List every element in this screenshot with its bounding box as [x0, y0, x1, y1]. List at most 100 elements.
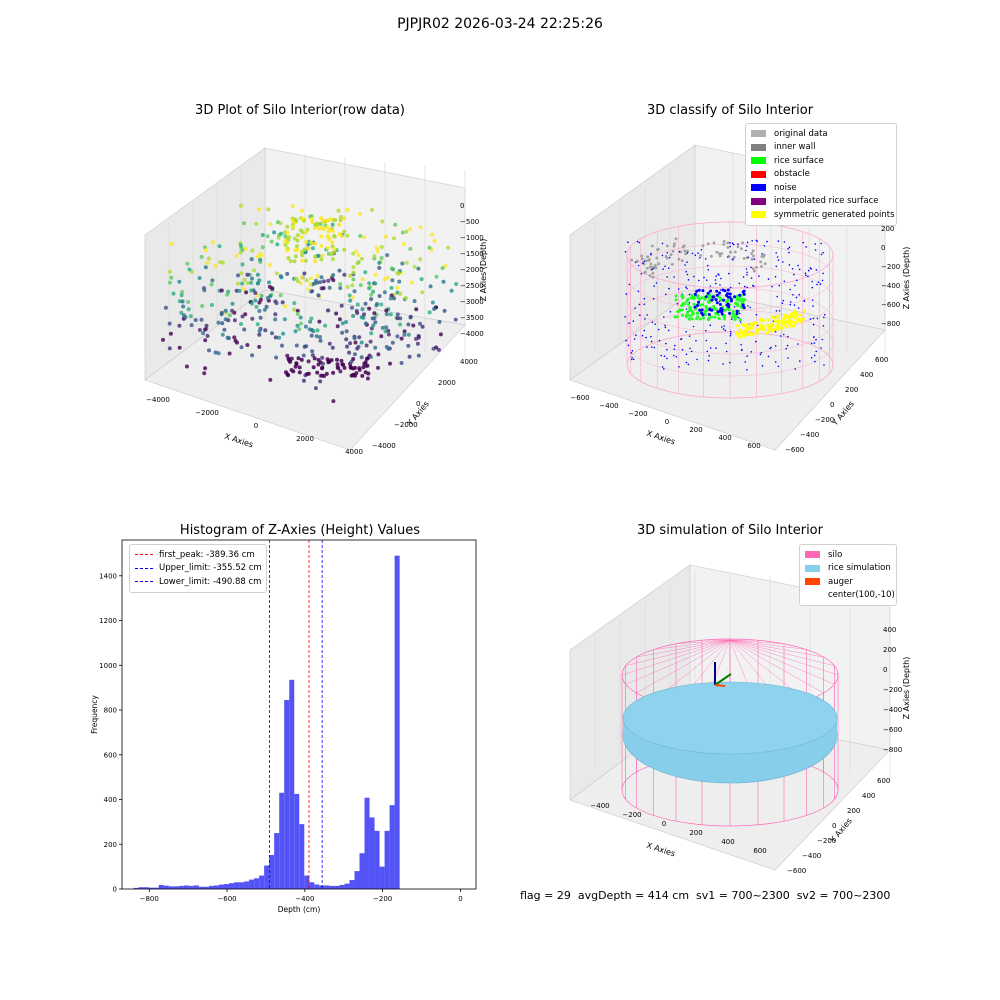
- data-point: [344, 320, 349, 324]
- data-point: [319, 234, 324, 239]
- rice-surface-point: [686, 298, 690, 301]
- rice-surface-point: [723, 317, 726, 321]
- data-point: [321, 279, 326, 284]
- data-point: [359, 340, 364, 345]
- data-point: [253, 291, 258, 295]
- inner-wall-point: [733, 250, 737, 254]
- data-point: [250, 301, 254, 306]
- data-point: [336, 208, 341, 213]
- noise-point: [706, 350, 709, 353]
- histogram-bar: [284, 699, 290, 889]
- data-point: [320, 253, 325, 258]
- symmetric-point: [738, 328, 742, 332]
- inner-wall-point: [669, 253, 673, 257]
- data-point: [236, 273, 240, 278]
- noise-point: [661, 366, 664, 368]
- inner-wall-point: [651, 244, 654, 248]
- data-point: [395, 285, 400, 290]
- rice-surface-point: [701, 303, 705, 307]
- data-point: [274, 301, 279, 306]
- inner-wall-point: [680, 259, 684, 263]
- status-footer: flag = 29 avgDepth = 414 cm sv1 = 700~23…: [520, 889, 891, 902]
- data-point: [338, 214, 343, 219]
- symmetric-point: [751, 332, 755, 336]
- data-point: [370, 316, 375, 321]
- data-point: [335, 357, 339, 362]
- rice-surface-point: [710, 315, 713, 319]
- noise-point: [722, 298, 726, 302]
- noise-point: [684, 264, 686, 266]
- data-point: [389, 266, 394, 271]
- noise-point: [700, 249, 703, 251]
- noise-point: [812, 305, 814, 307]
- noise-point: [823, 364, 825, 366]
- noise-point: [624, 251, 627, 253]
- rice-surface-point: [704, 313, 708, 316]
- noise-point: [715, 289, 719, 293]
- data-point: [272, 230, 277, 235]
- data-point: [244, 290, 249, 295]
- rice-surface-point: [681, 302, 685, 306]
- noise-point: [677, 288, 680, 290]
- inner-wall-point: [672, 244, 676, 248]
- data-point: [369, 331, 374, 336]
- legend-item: inner wall: [751, 141, 891, 155]
- data-point: [171, 291, 176, 296]
- noise-point: [624, 316, 626, 318]
- data-point: [437, 319, 442, 324]
- data-point: [270, 331, 274, 336]
- data-point: [368, 339, 373, 344]
- data-point: [257, 332, 262, 337]
- data-point: [331, 273, 336, 277]
- noise-point: [654, 323, 656, 325]
- data-point: [255, 272, 260, 277]
- y-tick-label: −2000: [394, 421, 418, 429]
- data-point: [358, 283, 363, 288]
- noise-point: [698, 308, 702, 312]
- data-point: [281, 331, 286, 336]
- data-point: [400, 261, 405, 266]
- noise-point: [663, 316, 665, 318]
- data-point: [183, 315, 188, 320]
- noise-point: [761, 365, 764, 367]
- data-point: [290, 225, 295, 229]
- y-tick-label: 400: [860, 371, 873, 379]
- histogram-bar: [148, 887, 154, 889]
- data-point: [385, 253, 390, 258]
- data-point: [400, 230, 405, 235]
- histogram-bar: [314, 884, 320, 889]
- noise-point: [687, 279, 690, 281]
- noise-point: [720, 277, 722, 280]
- noise-point: [723, 325, 726, 327]
- histogram-bar: [294, 793, 300, 889]
- data-point: [351, 357, 356, 361]
- noise-point: [778, 284, 781, 287]
- noise-point: [658, 339, 661, 342]
- data-point: [390, 340, 395, 345]
- symmetric-point: [801, 317, 805, 321]
- legend-swatch: [805, 592, 820, 599]
- data-point: [310, 353, 315, 358]
- data-point: [406, 322, 411, 327]
- noise-point: [653, 285, 655, 287]
- data-point: [362, 235, 367, 240]
- noise-point: [630, 358, 633, 361]
- data-point: [395, 334, 400, 339]
- noise-point: [643, 303, 646, 306]
- noise-point: [796, 279, 798, 282]
- rice-surface-point: [681, 313, 684, 317]
- symmetric-point: [774, 326, 778, 330]
- panel-3-title: Histogram of Z-Axies (Height) Values: [179, 523, 421, 538]
- data-point: [292, 236, 297, 241]
- legend-swatch: [751, 130, 766, 138]
- data-point: [404, 229, 409, 234]
- data-point: [188, 314, 193, 319]
- inner-wall-point: [654, 266, 658, 270]
- noise-point: [814, 360, 816, 363]
- data-point: [308, 319, 313, 324]
- symmetric-point: [766, 318, 770, 322]
- noise-point: [775, 310, 778, 312]
- inner-wall-point: [718, 252, 721, 256]
- data-point: [267, 284, 272, 289]
- data-point: [295, 308, 300, 313]
